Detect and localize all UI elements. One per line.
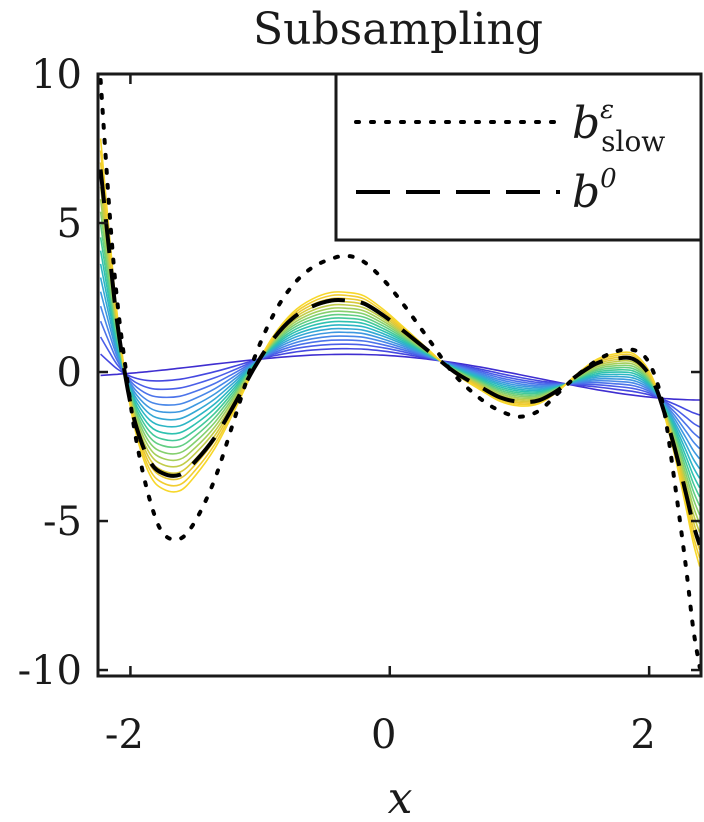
subsampling-curve-6 bbox=[99, 291, 701, 460]
legend-label-b-slow: bε slow bbox=[572, 95, 665, 158]
subsampling-curve-7 bbox=[99, 277, 701, 470]
x-tick-label: 0 bbox=[371, 712, 396, 758]
subsampling-curve-1 bbox=[100, 353, 700, 401]
x-tick-label: 2 bbox=[630, 712, 655, 758]
y-tick-label: 0 bbox=[57, 350, 82, 396]
x-axis-label: x bbox=[388, 773, 413, 822]
subsampling-curve-18 bbox=[99, 138, 701, 567]
x-tick-label: -2 bbox=[105, 712, 144, 758]
chart-title: Subsampling bbox=[253, 4, 543, 55]
y-tick-label: 5 bbox=[57, 201, 82, 247]
legend-box bbox=[334, 72, 703, 242]
subsampling-curve-8 bbox=[99, 263, 701, 479]
y-tick-label: 10 bbox=[31, 52, 82, 98]
y-tick-label: -10 bbox=[18, 648, 82, 694]
x-axis: -2 0 2 bbox=[105, 74, 656, 758]
subsampling-curve-2 bbox=[100, 347, 700, 416]
subsampling-curve-10 bbox=[99, 237, 701, 498]
legend: bε slow b0 bbox=[334, 72, 703, 242]
subsampling-curve-9 bbox=[99, 250, 701, 489]
subsampling-curve-5 bbox=[99, 305, 701, 450]
series-b-zero bbox=[98, 169, 701, 546]
subsampling-curve-4 bbox=[99, 320, 701, 439]
series-b-slow-eps bbox=[98, 78, 701, 670]
subsampling-curve-13 bbox=[99, 199, 701, 525]
subsampling-curve-12 bbox=[99, 211, 701, 516]
y-tick-label: -5 bbox=[43, 499, 82, 545]
subsampling-curve-11 bbox=[99, 224, 701, 507]
subsampling-curve-3 bbox=[99, 336, 701, 428]
reference-curves bbox=[98, 78, 701, 670]
legend-label-b0: b0 bbox=[572, 164, 617, 218]
